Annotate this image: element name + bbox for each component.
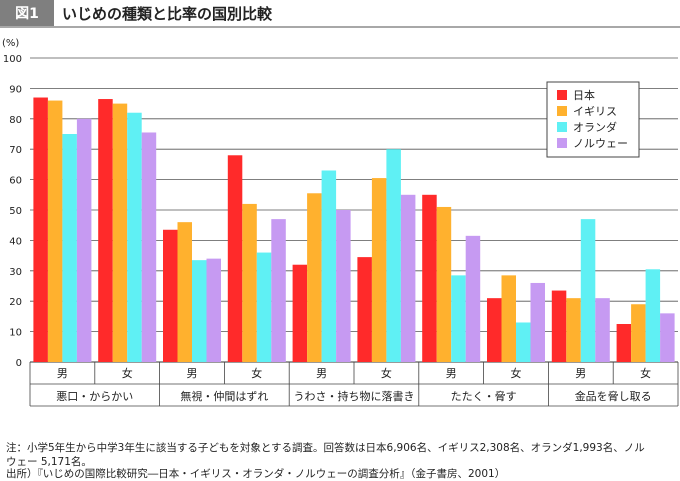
bar [516, 322, 531, 362]
bar [645, 269, 661, 362]
bar [501, 275, 516, 362]
bar [256, 252, 272, 362]
bar [530, 282, 545, 362]
x-sub-label: 男 [446, 367, 457, 380]
bar [76, 118, 92, 362]
x-sub-label: 男 [316, 367, 327, 380]
bar [33, 97, 48, 363]
source-line: 出所）『いじめの国際比較研究―日本・イギリス・オランダ・ノルウェーの調査分析』（… [6, 468, 506, 480]
x-sub-label: 女 [511, 366, 522, 380]
bar [177, 222, 192, 362]
y-tick-label: 60 [9, 176, 22, 187]
legend-swatch-uk [557, 106, 567, 116]
bar [321, 170, 337, 362]
y-tick-label: 0 [16, 358, 22, 369]
bar [595, 298, 610, 362]
y-tick-label: 10 [9, 328, 22, 339]
legend-swatch-japan [557, 90, 567, 100]
x-group-label: うわさ・持ち物に落書き [294, 389, 415, 403]
bar [141, 132, 157, 362]
x-sub-label: 女 [251, 366, 262, 380]
bar [112, 103, 128, 362]
bar [465, 235, 481, 362]
note-line-2: ウェー 5,171名。 [6, 456, 92, 468]
note-line-1: 注：小学5年生から中学3年生に該当する子どもを対象とする調査。回答数は日本6,9… [6, 442, 645, 454]
bar [47, 100, 63, 362]
x-sub-label: 男 [575, 367, 586, 380]
y-tick-label: 80 [9, 115, 22, 126]
x-sub-label: 男 [57, 367, 68, 380]
bar [566, 298, 581, 362]
bar [242, 203, 257, 362]
legend-swatch-netherlands [557, 122, 567, 132]
bar [336, 210, 351, 362]
bar [206, 258, 221, 362]
bars [33, 97, 675, 363]
bar [357, 257, 372, 362]
chart-title: いじめの種類と比率の国別比較 [62, 5, 273, 23]
y-tick-label: 90 [9, 84, 22, 95]
bar [660, 313, 675, 362]
bar [292, 264, 308, 362]
x-axis: 男女悪口・からかい男 女無視・仲間はずれ男 女うわさ・持ち物に落書き男 女たたく・脅す… [29, 362, 679, 407]
legend-label-japan: 日本 [573, 88, 595, 102]
y-unit-label: (%) [2, 38, 19, 49]
bar [616, 324, 632, 362]
x-sub-label: 女 [381, 366, 392, 380]
figure-badge: 図1 [15, 6, 39, 22]
bar [307, 193, 322, 362]
x-sub-label: 女 [122, 366, 133, 380]
bar [271, 219, 286, 362]
y-axis-ticks: 0 10 20 30 40 50 60 70 80 90 100 [3, 54, 22, 369]
x-sub-label: 女 [640, 366, 651, 380]
x-group-label: 悪口・からかい [56, 390, 133, 403]
legend-label-netherlands: オランダ [573, 120, 617, 134]
y-tick-label: 50 [9, 206, 22, 217]
bar [192, 260, 207, 362]
bar [386, 149, 401, 362]
figure-badge-bg [0, 0, 54, 26]
bar [436, 206, 452, 362]
bar [451, 275, 466, 362]
bar [127, 112, 142, 362]
bar [227, 155, 243, 362]
legend-swatch-norway [557, 138, 567, 148]
legend-label-uk: イギリス [573, 105, 617, 118]
legend: 日本 イギリス オランダ ノルウェー [546, 81, 640, 158]
bar [163, 229, 178, 362]
bar [400, 194, 416, 362]
bar [551, 290, 567, 362]
y-tick-label: 20 [9, 297, 22, 308]
y-tick-label: 40 [9, 236, 22, 247]
bar [98, 99, 113, 362]
y-tick-label: 70 [9, 145, 22, 156]
x-sub-label: 男 [187, 367, 198, 380]
y-tick-label: 100 [3, 54, 22, 65]
legend-label-norway: ノルウェー [573, 137, 628, 150]
bar [487, 298, 502, 362]
bar [631, 304, 646, 362]
bar [580, 219, 596, 362]
bar [422, 194, 437, 362]
bar [371, 178, 387, 362]
y-tick-label: 30 [9, 267, 22, 278]
bar [62, 134, 77, 362]
x-group-label: たたく・脅す [451, 389, 517, 403]
x-group-label: 金品を脅し取る [575, 389, 652, 403]
x-group-label: 無視・仲間はずれ [180, 389, 268, 403]
